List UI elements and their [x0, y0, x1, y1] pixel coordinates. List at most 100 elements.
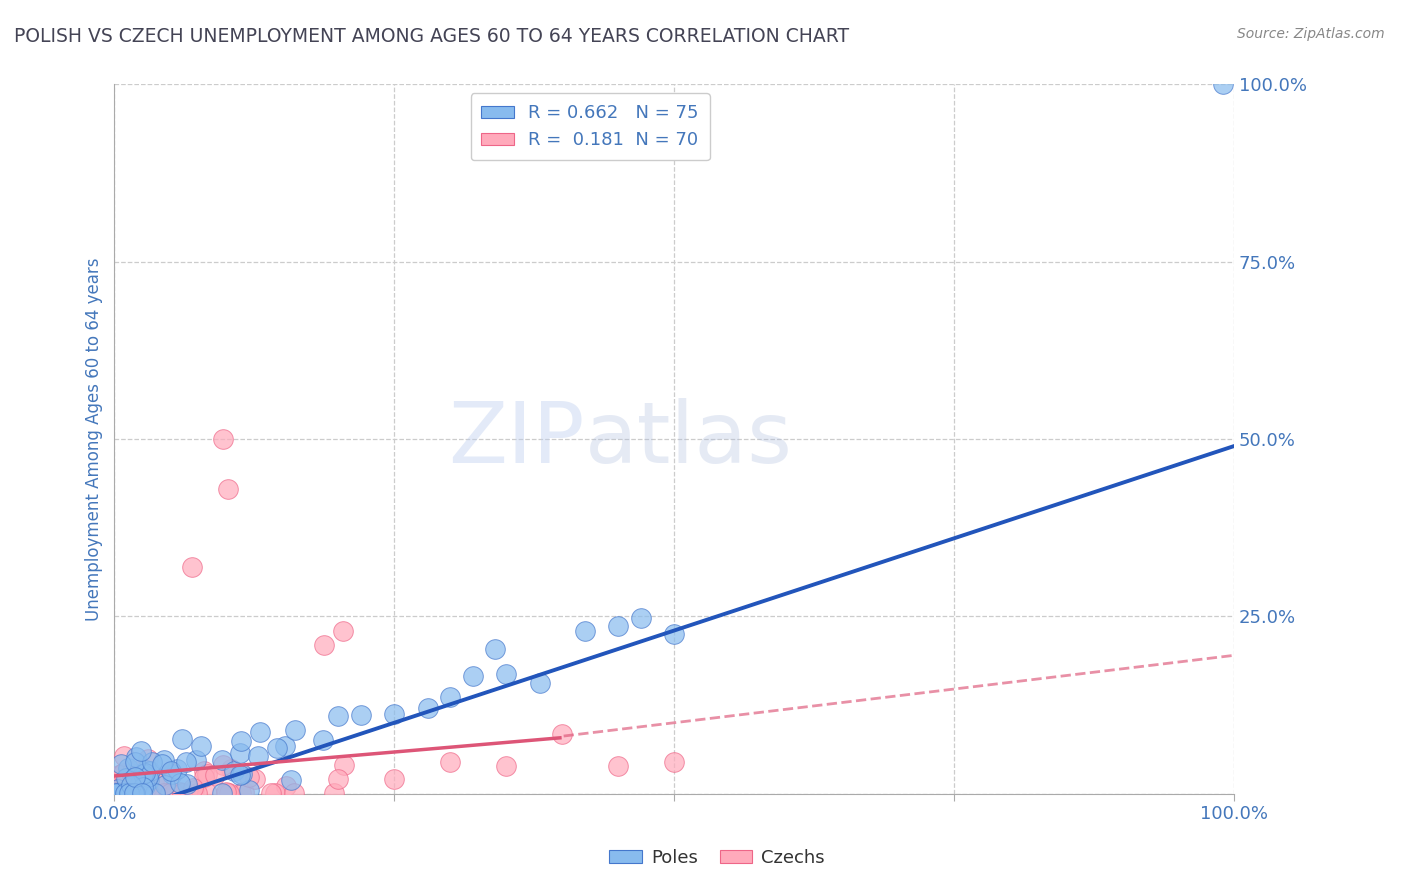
Point [186, 786, 208, 800]
Point [211, 786, 233, 800]
Point [190, 739, 212, 753]
Point [195, 786, 218, 800]
Point [105, 769, 128, 783]
Point [124, 772, 146, 787]
Point [121, 766, 143, 780]
Point [229, 768, 252, 782]
Point [155, 778, 177, 792]
Point [104, 784, 127, 798]
Point [551, 727, 574, 741]
Point [662, 626, 685, 640]
Point [212, 432, 235, 446]
Point [169, 775, 191, 789]
Point [136, 770, 159, 784]
Point [495, 667, 517, 681]
Point [630, 611, 652, 625]
Point [215, 785, 238, 799]
Point [159, 786, 181, 800]
Point [128, 777, 150, 791]
Point [228, 746, 250, 760]
Point [159, 764, 181, 778]
Point [107, 786, 129, 800]
Point [115, 786, 138, 800]
Point [249, 725, 271, 739]
Point [439, 755, 461, 769]
Point [145, 786, 167, 800]
Point [181, 781, 204, 796]
Point [138, 786, 160, 800]
Point [118, 786, 141, 800]
Point [333, 757, 356, 772]
Point [382, 707, 405, 722]
Point [169, 785, 191, 799]
Point [211, 753, 233, 767]
Point [124, 786, 146, 800]
Point [108, 780, 131, 795]
Point [107, 786, 129, 800]
Point [118, 779, 141, 793]
Point [131, 767, 153, 781]
Point [274, 739, 297, 753]
Point [124, 764, 146, 778]
Point [117, 786, 139, 800]
Point [118, 786, 141, 800]
Point [131, 786, 153, 800]
Point [104, 773, 127, 788]
Point [141, 755, 163, 769]
Point [416, 701, 439, 715]
Text: ZIP: ZIP [449, 398, 585, 481]
Point [111, 786, 134, 800]
Point [1212, 78, 1234, 92]
Point [125, 750, 148, 764]
Text: atlas: atlas [585, 398, 793, 481]
Point [280, 773, 302, 788]
Point [350, 708, 373, 723]
Point [170, 786, 193, 800]
Point [266, 741, 288, 756]
Point [110, 757, 132, 772]
Point [217, 482, 239, 496]
Point [607, 758, 630, 772]
Point [111, 786, 134, 800]
Point [238, 770, 260, 784]
Point [166, 763, 188, 777]
Legend: R = 0.662   N = 75, R =  0.181  N = 70: R = 0.662 N = 75, R = 0.181 N = 70 [471, 94, 710, 161]
Point [105, 786, 128, 800]
Point [136, 780, 159, 794]
Point [107, 781, 129, 796]
Point [128, 786, 150, 800]
Point [104, 780, 127, 794]
Point [134, 766, 156, 780]
Point [138, 773, 160, 788]
Point [263, 786, 285, 800]
Point [183, 783, 205, 797]
Point [382, 772, 405, 787]
Point [322, 786, 344, 800]
Point [311, 732, 333, 747]
Point [662, 756, 685, 770]
Point [143, 773, 166, 788]
Point [150, 757, 173, 772]
Point [243, 772, 266, 787]
Point [134, 779, 156, 793]
Point [314, 638, 336, 652]
Point [107, 786, 129, 800]
Point [153, 752, 176, 766]
Point [112, 749, 135, 764]
Point [153, 786, 176, 800]
Point [104, 774, 127, 789]
Point [229, 786, 252, 800]
Text: POLISH VS CZECH UNEMPLOYMENT AMONG AGES 60 TO 64 YEARS CORRELATION CHART: POLISH VS CZECH UNEMPLOYMENT AMONG AGES … [14, 27, 849, 45]
Point [132, 780, 155, 794]
Point [122, 786, 145, 800]
Point [231, 767, 253, 781]
Point [129, 775, 152, 789]
Point [495, 758, 517, 772]
Point [284, 723, 307, 737]
Point [114, 786, 136, 800]
Point [131, 786, 153, 800]
Point [193, 764, 215, 778]
Point [232, 785, 254, 799]
Y-axis label: Unemployment Among Ages 60 to 64 years: Unemployment Among Ages 60 to 64 years [86, 257, 103, 621]
Point [131, 744, 153, 758]
